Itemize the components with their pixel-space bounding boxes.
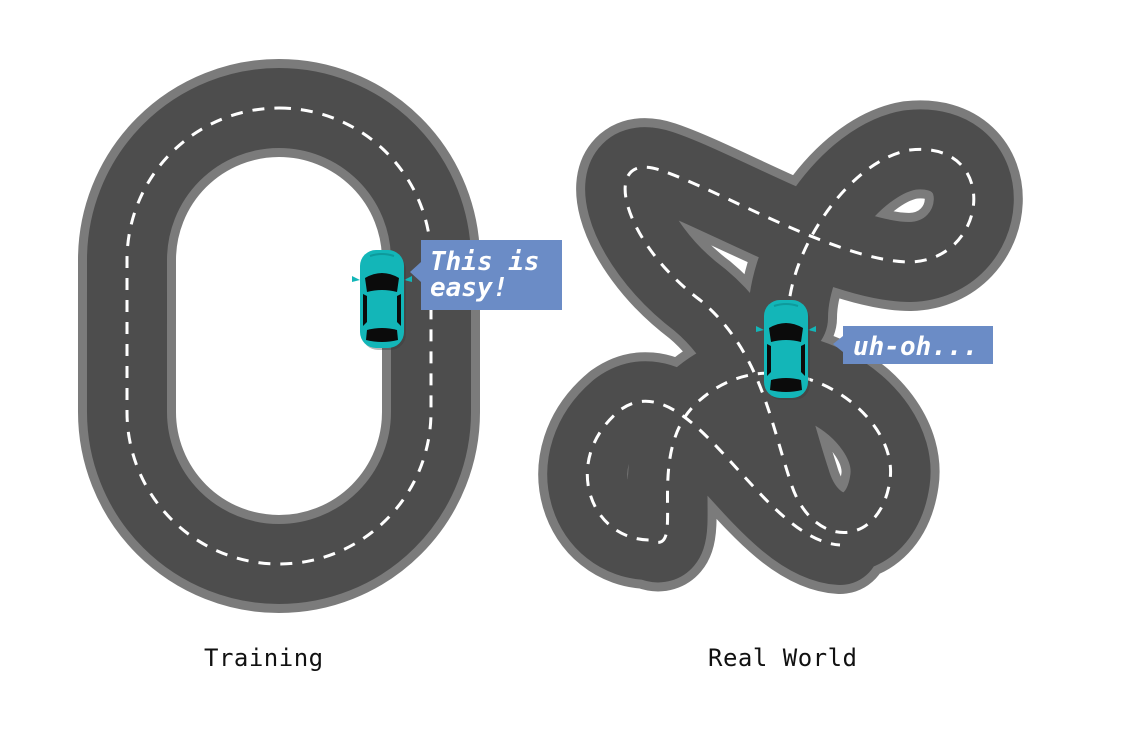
training-bubble-line-2: easy! bbox=[430, 273, 508, 303]
training-track-centerline bbox=[125, 106, 433, 566]
real-world-bubble-text: uh-oh... bbox=[853, 332, 978, 362]
training-bubble-shape bbox=[410, 240, 562, 310]
real-world-bubble-shape bbox=[833, 326, 993, 364]
real-world-track-road bbox=[547, 109, 1014, 585]
training-car bbox=[351, 249, 413, 351]
real-world-car bbox=[755, 299, 817, 401]
training-bubble-line-1: This is bbox=[430, 247, 540, 277]
real-world-speech-bubble: uh-oh... bbox=[833, 326, 993, 364]
real-world-track bbox=[538, 100, 1023, 594]
training-caption: Training bbox=[204, 644, 324, 672]
training-track bbox=[78, 59, 480, 613]
real-world-caption: Real World bbox=[708, 644, 858, 672]
training-speech-bubble: This is easy! bbox=[410, 240, 562, 310]
